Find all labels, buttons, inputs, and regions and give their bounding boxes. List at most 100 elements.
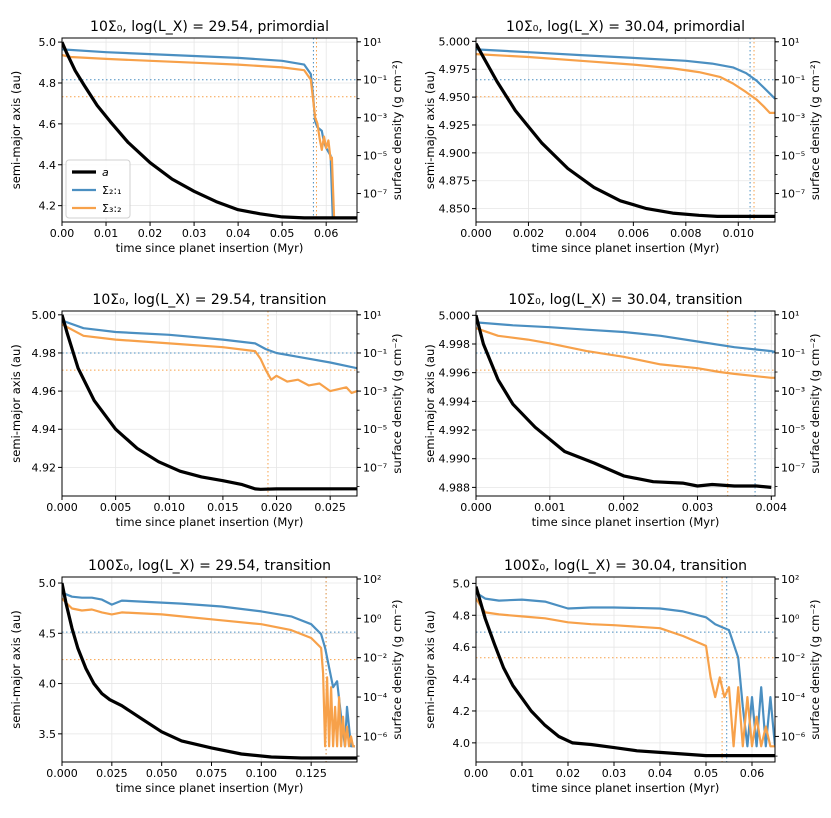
axes-frame xyxy=(61,37,358,223)
y-axis-label: semi-major axis (au) xyxy=(9,71,23,189)
plot-area xyxy=(62,577,357,762)
x-tick-label: 0.025 xyxy=(96,767,128,780)
y2-tick-label: 10⁻⁵ xyxy=(363,150,387,163)
series-line-s32 xyxy=(476,327,775,379)
x-tick-label: 0.004 xyxy=(756,501,788,514)
x-tick-label: 0.06 xyxy=(314,227,339,240)
y-tick-label: 4.0 xyxy=(39,678,57,691)
x-tick-label: 0.002 xyxy=(513,227,545,240)
y-axis-label: semi-major axis (au) xyxy=(9,344,23,462)
x-tick-label: 0.03 xyxy=(602,767,627,780)
y2-tick-label: 10⁻⁷ xyxy=(363,461,387,474)
x-tick-label: 0.001 xyxy=(534,501,566,514)
series-line-s21 xyxy=(62,319,357,370)
y2-tick-label: 10⁻⁷ xyxy=(781,461,805,474)
y2-tick-label: 10⁻⁵ xyxy=(781,423,805,436)
series-line-s32 xyxy=(476,53,775,114)
y-tick-label: 4.4 xyxy=(39,159,57,172)
y2-tick-label: 10⁻⁴ xyxy=(363,691,388,704)
chart-panel-3: 0.000 0.005 0.010 0.015 0.020 0.025 4.92 4.94 4.… xyxy=(9,292,404,529)
y-tick-label: 4.94 xyxy=(32,423,57,436)
x-tick-label: 0.025 xyxy=(314,501,346,514)
y-tick-label: 4.92 xyxy=(32,461,57,474)
y2-tick-label: 10⁻² xyxy=(781,652,805,665)
y2-tick-label: 10⁻³ xyxy=(363,112,387,125)
x-tick-label: 0.000 xyxy=(460,227,492,240)
axes-frame xyxy=(61,576,358,763)
panel-title: 10Σ₀, log(L_X) = 29.54, primordial xyxy=(90,19,329,35)
x-tick-label: 0.008 xyxy=(670,227,702,240)
y-tick-label: 5.000 xyxy=(439,309,471,322)
y2-tick-label: 10⁻³ xyxy=(781,112,805,125)
x-tick-label: 0.075 xyxy=(196,767,228,780)
x-tick-label: 0.01 xyxy=(94,227,119,240)
chart-panel-2: 0.000 0.002 0.004 0.006 0.008 0.010 4.850 4.875… xyxy=(423,19,822,255)
axes-frame xyxy=(475,37,776,223)
x-tick-label: 0.000 xyxy=(460,501,492,514)
series-line-s21 xyxy=(476,48,775,100)
series-line-s21 xyxy=(476,591,775,748)
x-axis-label: time since planet insertion (Myr) xyxy=(532,781,720,795)
y2-tick-label: 10⁻⁶ xyxy=(363,730,388,743)
x-tick-label: 0.125 xyxy=(295,767,327,780)
y2-tick-label: 10⁻¹ xyxy=(363,74,387,87)
y2-tick-label: 10¹ xyxy=(363,309,381,322)
legend: a Σ₂:₁ Σ₃:₂ xyxy=(65,159,131,219)
plot-area xyxy=(476,38,775,222)
y2-axis-label: surface density (g cm⁻²) xyxy=(808,60,822,200)
y-tick-label: 4.990 xyxy=(439,453,471,466)
y2-tick-label: 10⁻¹ xyxy=(781,347,805,360)
x-tick-label: 0.02 xyxy=(556,767,581,780)
y-tick-label: 4.4 xyxy=(453,673,471,686)
x-tick-label: 0.010 xyxy=(154,501,186,514)
x-axis-label: time since planet insertion (Myr) xyxy=(532,241,720,255)
series-line-a xyxy=(476,586,775,758)
y2-tick-label: 10⁻⁵ xyxy=(363,423,387,436)
x-tick-label: 0.00 xyxy=(50,227,75,240)
y2-tick-label: 10¹ xyxy=(781,309,799,322)
x-tick-label: 0.100 xyxy=(246,767,278,780)
plot-area xyxy=(476,577,775,762)
x-axis-label: time since planet insertion (Myr) xyxy=(532,515,720,529)
chart-panel-4: 0.000 0.001 0.002 0.003 0.004 4.988 4.990 4.992… xyxy=(423,292,822,529)
legend-label: Σ₂:₁ xyxy=(102,184,121,197)
y-tick-label: 4.992 xyxy=(439,424,471,437)
plot-area xyxy=(476,311,775,496)
x-tick-label: 0.020 xyxy=(261,501,293,514)
y-axis-label: semi-major axis (au) xyxy=(423,344,437,462)
y-tick-label: 4.988 xyxy=(439,481,471,494)
panel-title: 10Σ₀, log(L_X) = 29.54, transition xyxy=(92,292,326,308)
y-tick-label: 4.998 xyxy=(439,338,471,351)
y2-tick-label: 10² xyxy=(781,573,799,586)
panel-title: 10Σ₀, log(L_X) = 30.04, primordial xyxy=(506,19,745,35)
y2-tick-label: 10⁻⁷ xyxy=(363,188,387,201)
y-tick-label: 5.0 xyxy=(453,577,471,590)
y-tick-label: 4.900 xyxy=(439,147,471,160)
panel-title: 100Σ₀, log(L_X) = 29.54, transition xyxy=(88,558,331,574)
x-tick-label: 0.015 xyxy=(207,501,239,514)
x-axis-label: time since planet insertion (Myr) xyxy=(116,241,304,255)
series-line-a xyxy=(62,41,357,220)
legend-box xyxy=(65,159,131,219)
x-tick-label: 0.050 xyxy=(146,767,178,780)
y-tick-label: 4.2 xyxy=(39,200,57,213)
chart-panel-6: 0.00 0.01 0.02 0.03 0.04 0.05 0.06 4.0 4.2 4.4 4.6… xyxy=(423,558,822,795)
x-tick-label: 0.04 xyxy=(226,227,251,240)
x-tick-label: 0.005 xyxy=(100,501,132,514)
y-tick-label: 4.875 xyxy=(439,175,471,188)
chart-panel-1: 0.00 0.01 0.02 0.03 0.04 0.05 0.06 4.2 4.4 4.6 4.8… xyxy=(9,19,404,255)
x-tick-label: 0.00 xyxy=(464,767,489,780)
y2-tick-label: 10⁻⁵ xyxy=(781,150,805,163)
y2-tick-label: 10⁻¹ xyxy=(781,74,805,87)
chart-panel-5: 0.000 0.025 0.050 0.075 0.100 0.125 3.5 4.0 4.5 5… xyxy=(9,558,404,795)
y-tick-label: 4.996 xyxy=(439,367,471,380)
x-tick-label: 0.002 xyxy=(608,501,640,514)
y2-tick-label: 10⁻² xyxy=(363,652,387,665)
series-line-s21 xyxy=(476,321,775,354)
x-tick-label: 0.06 xyxy=(740,767,765,780)
y-tick-label: 4.0 xyxy=(453,737,471,750)
y2-tick-label: 10² xyxy=(363,573,381,586)
y-tick-label: 4.8 xyxy=(39,77,57,90)
series-line-s21 xyxy=(62,591,355,748)
